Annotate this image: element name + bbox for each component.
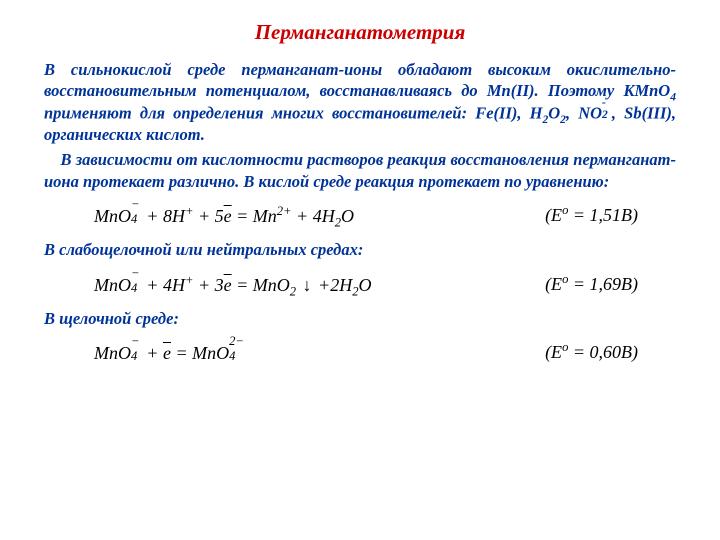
- paragraph-3: В слабощелочной или нейтральных средах:: [44, 239, 676, 260]
- equation-2-lhs: MnO−4 + 4H+ + 3e = MnO2 ↓ +2H2O: [94, 273, 372, 296]
- paragraph-4: В щелочной среде:: [44, 308, 676, 329]
- document-page: Перманганатометрия В сильнокислой среде …: [0, 0, 720, 540]
- equation-1-rhs: (Eo = 1,51B): [545, 205, 638, 226]
- page-title: Перманганатометрия: [44, 20, 676, 45]
- equation-3-lhs: MnO−4 + e = MnO2−4: [94, 341, 240, 364]
- paragraph-1: В сильнокислой среде перманганат-ионы об…: [44, 59, 676, 145]
- equation-3-rhs: (Eo = 0,60B): [545, 342, 638, 363]
- equation-2-rhs: (Eo = 1,69B): [545, 274, 638, 295]
- paragraph-2: В зависимости от кислотности растворов р…: [44, 149, 676, 192]
- equation-3: MnO−4 + e = MnO2−4 (Eo = 0,60B): [84, 341, 644, 364]
- equation-1: MnO−4 + 8H+ + 5e = Mn2+ + 4H2O (Eo = 1,5…: [84, 204, 644, 227]
- equation-1-lhs: MnO−4 + 8H+ + 5e = Mn2+ + 4H2O: [94, 204, 354, 227]
- equation-2: MnO−4 + 4H+ + 3e = MnO2 ↓ +2H2O (Eo = 1,…: [84, 273, 644, 296]
